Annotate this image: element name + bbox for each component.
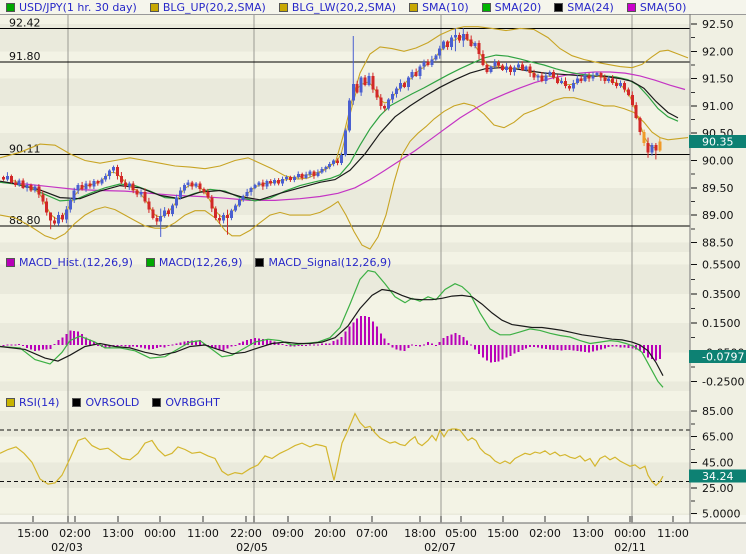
time-tick-label: 11:00 <box>657 527 689 540</box>
price-legend-item: SMA(50) <box>626 1 687 14</box>
rsi-legend-label: RSI(14) <box>19 396 60 409</box>
price-legend-item: USD/JPY(1 hr. 30 day) <box>6 1 137 14</box>
last-price-badge-value: 90.35 <box>702 135 734 148</box>
price-tick-label: 91.00 <box>702 100 734 113</box>
price-legend-label: SMA(20) <box>494 1 542 14</box>
rsi-legend-item: OVRSOLD <box>72 396 139 409</box>
macd-tick-label: 0.3500 <box>702 288 741 301</box>
price-y-axis: 92.5092.0091.5091.0090.5090.0089.5089.00… <box>689 14 746 523</box>
date-label: 02/03 <box>51 541 83 554</box>
rsi-tick-label: 65.00 <box>702 431 734 444</box>
date-label: 02/07 <box>424 541 456 554</box>
time-tick-label: 22:00 <box>230 527 262 540</box>
rsi-legend: RSI(14) OVRSOLD OVRBGHT <box>6 396 233 409</box>
price-level-label: 91.80 <box>9 50 41 63</box>
price-tick-label: 92.50 <box>702 18 734 31</box>
price-legend-label: SMA(10) <box>422 1 469 14</box>
price-tick-label: 89.00 <box>702 209 734 222</box>
macd-value-badge-value: -0.0797 <box>702 351 744 364</box>
price-legend-item: SMA(24) <box>554 1 614 14</box>
time-tick-label: 00:00 <box>614 527 646 540</box>
macd-legend: MACD_Hist.(12,26,9) MACD(12,26,9) MACD_Sig… <box>6 256 404 269</box>
time-tick-label: 02:00 <box>529 527 561 540</box>
series-swatch <box>626 3 636 12</box>
time-tick-label: 20:00 <box>314 527 346 540</box>
time-tick-label: 13:00 <box>102 527 134 540</box>
time-tick-label: 00:00 <box>144 527 176 540</box>
rsi-tick-label: 85.00 <box>702 405 734 418</box>
price-legend-label: BLG_LW(20,2,SMA) <box>291 1 397 14</box>
rsi-panel <box>0 412 690 487</box>
rsi-tick-label: 45.00 <box>702 456 734 469</box>
series-swatch <box>409 3 419 12</box>
price-chart-legend: USD/JPY(1 hr. 30 day) BLG_UP(20,2,SMA) BLG… <box>6 1 699 14</box>
date-label: 02/05 <box>236 541 268 554</box>
price-level-label: 92.42 <box>9 16 41 29</box>
macd-legend-item: MACD_Signal(12,26,9) <box>255 256 391 269</box>
last-price-badge: 90.35 <box>689 134 746 148</box>
price-tick-label: 89.50 <box>702 182 734 195</box>
price-panel: 92.42 91.80 90.11 88.80 <box>0 16 690 250</box>
date-label: 02/11 <box>614 541 646 554</box>
series-swatch <box>72 398 82 407</box>
series-swatch <box>6 258 15 267</box>
series-swatch <box>145 258 155 267</box>
macd-legend-label: MACD_Hist.(12,26,9) <box>19 256 133 269</box>
price-legend-item: BLG_UP(20,2,SMA) <box>149 1 266 14</box>
rsi-legend-item: OVRBGHT <box>152 396 220 409</box>
price-legend-label: SMA(24) <box>567 1 614 14</box>
macd-tick-label: 0.5500 <box>702 259 741 272</box>
macd-legend-label: MACD(12,26,9) <box>158 256 243 269</box>
price-tick-label: 90.00 <box>702 155 734 168</box>
series-swatch <box>554 3 564 12</box>
rsi-tick-label: 5.0000 <box>702 508 741 521</box>
price-legend-label: SMA(50) <box>639 1 687 14</box>
rsi-tick-label: 25.00 <box>702 482 734 495</box>
macd-value-badge: -0.0797 <box>689 350 746 364</box>
macd-legend-label: MACD_Signal(12,26,9) <box>268 256 392 269</box>
price-legend-label: USD/JPY(1 hr. 30 day) <box>19 1 137 14</box>
price-tick-label: 91.50 <box>702 73 734 86</box>
time-tick-label: 05:00 <box>445 527 477 540</box>
series-swatch <box>6 398 15 407</box>
rsi-legend-item: RSI(14) <box>6 396 59 409</box>
rsi-value-badge: 34.24 <box>689 469 746 483</box>
candles <box>2 28 662 237</box>
time-axis: 15:00 02:00 13:00 00:00 11:00 22:00 09:00 20:00… <box>0 516 746 554</box>
price-legend-item: SMA(10) <box>409 1 469 14</box>
price-legend-item: SMA(20) <box>481 1 542 14</box>
time-tick-label: 15:00 <box>17 527 49 540</box>
price-level-label: 88.80 <box>9 214 41 227</box>
time-tick-label: 09:00 <box>272 527 304 540</box>
time-tick-label: 13:00 <box>572 527 604 540</box>
series-swatch <box>6 3 15 12</box>
rsi-legend-label: OVRSOLD <box>85 396 140 409</box>
time-tick-label: 07:00 <box>356 527 388 540</box>
price-tick-label: 92.00 <box>702 45 734 58</box>
time-tick-label: 15:00 <box>487 527 519 540</box>
time-tick-label: 02:00 <box>59 527 91 540</box>
series-swatch <box>278 3 288 12</box>
price-level-label: 90.11 <box>9 142 41 155</box>
rsi-legend-label: OVRBGHT <box>165 396 220 409</box>
macd-legend-item: MACD_Hist.(12,26,9) <box>6 256 133 269</box>
price-legend-item: BLG_LW(20,2,SMA) <box>278 1 397 14</box>
series-swatch <box>149 3 159 12</box>
series-swatch <box>152 398 162 407</box>
time-tick-label: 11:00 <box>187 527 219 540</box>
series-swatch <box>481 3 491 12</box>
macd-legend-item: MACD(12,26,9) <box>145 256 243 269</box>
price-tick-label: 88.50 <box>702 236 734 249</box>
price-legend-label: BLG_UP(20,2,SMA) <box>162 1 266 14</box>
macd-tick-label: 0.1500 <box>702 317 741 330</box>
macd-tick-label: -0.2500 <box>702 376 744 389</box>
rsi-value-badge-value: 34.24 <box>702 470 734 483</box>
macd-panel <box>0 269 664 388</box>
series-swatch <box>255 258 265 267</box>
time-tick-label: 18:00 <box>404 527 436 540</box>
